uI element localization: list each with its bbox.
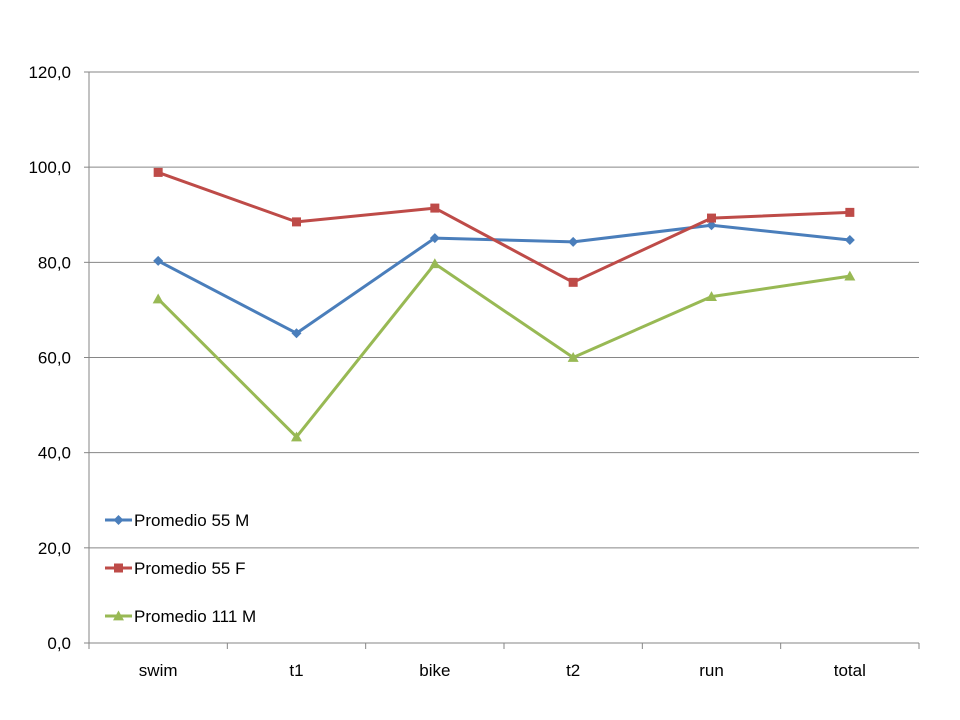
- data-point-2-t1: [291, 431, 302, 442]
- x-tick-label-t1: t1: [289, 661, 303, 680]
- y-tick-label: 60,0: [38, 349, 71, 368]
- data-point-0-run: [706, 220, 717, 231]
- data-point-2-bike: [429, 258, 441, 269]
- y-tick-label: 40,0: [38, 444, 71, 463]
- series-line-0: [157, 223, 850, 335]
- legend-label-2: Promedio 111 M: [134, 607, 256, 626]
- data-point-2-t2: [567, 352, 579, 362]
- data-point-0-total: [844, 234, 855, 245]
- legend-item-2: Promedio 111 M: [105, 607, 256, 626]
- x-tick-label-t2: t2: [566, 661, 580, 680]
- legend-label-1: Promedio 55 F: [134, 559, 246, 578]
- data-point-1-run: [707, 213, 716, 223]
- legend-item-1: Promedio 55 F: [105, 559, 246, 578]
- series-1: [153, 167, 855, 287]
- x-axis-tick-labels: swim t1 bike t2 run total: [139, 661, 866, 680]
- y-axis-tick-labels: 0,0 20,0 40,0 60,0 80,0 100,0 120,0: [28, 63, 71, 653]
- data-point-1-t1: [292, 217, 301, 227]
- series-2: [152, 258, 856, 442]
- x-tick-label-run: run: [699, 661, 724, 680]
- series-group: [152, 167, 856, 442]
- x-tick-label-total: total: [834, 661, 866, 680]
- data-point-0-t2: [568, 236, 579, 247]
- data-point-2-run: [706, 291, 717, 301]
- x-tick-label-bike: bike: [419, 661, 450, 680]
- data-point-0-swim: [153, 255, 164, 266]
- legend-marker-0: [113, 515, 124, 525]
- legend: Promedio 55 M Promedio 55 F Promedio 111 M: [105, 511, 256, 626]
- axes: [84, 71, 920, 649]
- series-0: [153, 220, 855, 339]
- y-tick-label: 0,0: [47, 634, 71, 653]
- y-tick-label: 20,0: [38, 539, 71, 558]
- data-point-1-bike: [430, 203, 440, 213]
- legend-marker-2: [113, 610, 124, 621]
- y-tick-label: 80,0: [38, 253, 71, 272]
- legend-label-0: Promedio 55 M: [134, 511, 249, 530]
- data-point-1-swim: [153, 167, 163, 177]
- data-point-2-total: [844, 270, 856, 281]
- series-line-1: [157, 170, 850, 284]
- legend-item-0: Promedio 55 M: [105, 511, 249, 530]
- y-tick-label: 100,0: [28, 158, 71, 177]
- data-point-1-total: [845, 207, 855, 217]
- y-tick-label: 120,0: [28, 63, 71, 82]
- series-line-2: [157, 262, 851, 439]
- gridlines: [89, 71, 919, 549]
- data-point-0-t1: [291, 328, 302, 339]
- x-tick-label-swim: swim: [139, 661, 178, 680]
- data-point-2-swim: [152, 293, 164, 304]
- data-point-0-bike: [429, 233, 440, 244]
- data-point-1-t2: [568, 277, 578, 287]
- legend-marker-1: [114, 563, 123, 573]
